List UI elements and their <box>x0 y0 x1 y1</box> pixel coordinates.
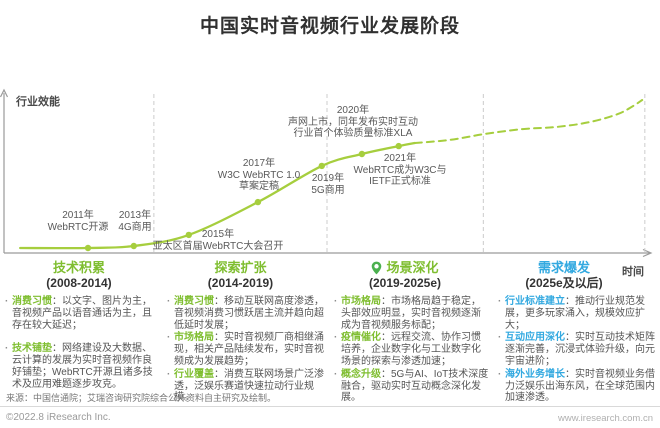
stage-3-period: (2019-2025e) <box>368 276 442 290</box>
bullet-item: 消费习惯：以文字、图片为主，音视频产品以语音通话为主，且存在较大延迟； <box>5 296 158 331</box>
stage-header-4: 需求爆发 (2025e及以后) <box>483 260 645 291</box>
stage-header-3: 场景深化 (2019-2025e) <box>327 260 483 291</box>
bullet-item: 概念升级：5G与AI、IoT技术深度融合，驱动实时互动概念深化发展。 <box>334 369 489 404</box>
bullet-item: 互动应用深化：实时互动技术矩阵逐渐完善，沉浸式体验升级，向元宇宙进阶； <box>498 332 656 367</box>
bullet-item: 技术铺垫：网络建设及大数据、云计算的发展为实时音视频作良好铺垫；WebRTC开源… <box>5 343 158 390</box>
milestone-2021: 2021年 WebRTC成为W3C与 IETF正式标准 <box>353 153 447 187</box>
stage-boundary-lines <box>153 94 646 253</box>
milestone-2020: 2020年 声网上市，同年发布实时互动 行业首个体验质量标准XLA <box>288 105 418 139</box>
stage-1-period: (2008-2014) <box>46 276 112 290</box>
stage-4-period: (2025e及以后) <box>525 276 603 290</box>
milestone-dot-2015 <box>185 231 192 239</box>
stage-3-name: 场景深化 <box>386 260 439 275</box>
milestone-2017: 2017年 W3C WebRTC 1.0 草案定稿 <box>217 158 301 192</box>
milestone-dot-2021 <box>395 142 402 150</box>
milestone-dot-2020 <box>358 150 366 158</box>
x-axis <box>4 248 653 258</box>
y-axis <box>0 88 9 253</box>
bullet-item: 行业覆盖：消费互联网场景广泛渗透，泛娱乐赛道快速拉动行业规模。 <box>167 369 325 404</box>
milestone-2011: 2011年 WebRTC开源 <box>47 210 109 233</box>
stage-1-bullets: 消费习惯：以文字、图片为主，音视频产品以语音通话为主，且存在较大延迟； 技术铺垫… <box>5 296 158 392</box>
stage-2-name: 探索扩张 <box>214 260 267 275</box>
bullet-item: 市场格局：市场格局趋于稳定，头部效应明显，实时音视频逐渐成为音视频服务标配； <box>334 296 489 331</box>
footer-divider <box>0 406 660 407</box>
bullet-item: 行业标准建立：推动行业规范发展，更多玩家涌入，规模效应扩大； <box>498 296 656 331</box>
stage-4-name: 需求爆发 <box>537 260 590 275</box>
copyright-text: ©2022.8 iResearch Inc. <box>6 412 111 423</box>
stage-header-2: 探索扩张 (2014-2019) <box>154 260 327 291</box>
bullet-item: 市场格局：实时音视频厂商相继涌现，相关产品陆续发布，实时音视频成为发展趋势； <box>167 332 325 367</box>
milestone-dot-2011 <box>84 244 92 252</box>
page-title: 中国实时音视频行业发展阶段 <box>199 16 460 37</box>
x-axis-label: 时间 <box>622 266 644 278</box>
milestone-2019: 2019年 5G商用 <box>311 173 345 196</box>
milestone-2015: 2015年 亚太区首届WebRTC大会召开 <box>152 229 284 252</box>
stage-1-name: 技术积累 <box>52 260 105 275</box>
milestone-2013: 2013年 4G商用 <box>118 210 152 233</box>
source-note: 来源：中国信通院；艾瑞咨询研究院综合公开资料自主研究及绘制。 <box>6 393 277 403</box>
bullet-item: 消费习惯：移动互联网高度渗透，音视频消费习惯跃居主流并趋向超低延时发展； <box>167 296 325 331</box>
stage-2-bullets: 消费习惯：移动互联网高度渗透，音视频消费习惯跃居主流并趋向超低延时发展； 市场格… <box>167 296 325 405</box>
milestone-dot-2019 <box>318 162 325 170</box>
milestone-dot-2017 <box>254 198 262 206</box>
stage-3-bullets: 市场格局：市场格局趋于稳定，头部效应明显，实时音视频逐渐成为音视频服务标配； 疫… <box>334 296 489 405</box>
website-url: www.iresearch.com.cn <box>557 413 653 424</box>
bullet-item: 海外业务增长：实时音视频业务借力泛娱乐出海东风，在全球范围内加速渗透。 <box>498 369 656 404</box>
stage-4-bullets: 行业标准建立：推动行业规范发展，更多玩家涌入，规模效应扩大； 互动应用深化：实时… <box>498 296 656 405</box>
x-axis-arrow-icon <box>642 248 653 258</box>
y-axis-arrow-icon <box>0 88 9 98</box>
efficiency-curve-projection <box>413 99 644 144</box>
milestone-dots <box>84 142 402 252</box>
stage-2-period: (2014-2019) <box>207 276 274 290</box>
bullet-item: 疫情催化：远程交流、协作习惯培养，企业数字化与工业数字化场景的探索与渗透加速； <box>334 332 489 367</box>
location-pin-icon <box>372 261 382 275</box>
milestone-dot-2013 <box>130 242 137 250</box>
y-axis-label: 行业效能 <box>16 96 60 108</box>
stage-header-1: 技术积累 (2008-2014) <box>4 260 154 291</box>
growth-curve-chart <box>0 88 653 258</box>
